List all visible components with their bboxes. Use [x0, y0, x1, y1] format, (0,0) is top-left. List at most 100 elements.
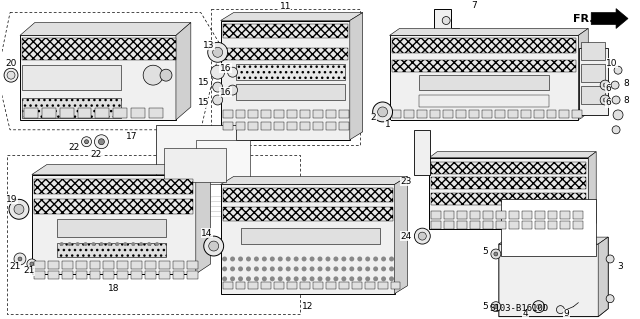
Bar [223, 48, 348, 60]
Bar [187, 271, 198, 279]
Bar [573, 221, 583, 229]
Bar [241, 228, 380, 244]
Circle shape [381, 276, 386, 281]
Bar [223, 110, 232, 118]
Circle shape [603, 83, 607, 87]
Circle shape [270, 256, 275, 262]
Circle shape [494, 305, 498, 309]
Bar [223, 207, 392, 221]
Bar [77, 108, 92, 118]
Circle shape [143, 65, 163, 85]
Circle shape [246, 256, 251, 262]
Circle shape [389, 266, 394, 271]
Circle shape [27, 259, 37, 269]
Bar [223, 282, 232, 289]
Bar [392, 60, 577, 72]
Text: 22: 22 [91, 150, 102, 159]
Circle shape [326, 276, 330, 281]
Text: 18: 18 [108, 284, 119, 293]
Bar [104, 271, 115, 279]
Circle shape [254, 276, 259, 281]
Text: 15: 15 [198, 99, 209, 108]
Text: 13: 13 [203, 41, 214, 50]
Circle shape [115, 242, 119, 246]
Circle shape [357, 276, 362, 281]
Bar [287, 122, 297, 130]
Bar [522, 211, 532, 219]
Circle shape [254, 256, 259, 262]
Circle shape [262, 266, 267, 271]
Circle shape [147, 242, 151, 246]
Circle shape [294, 256, 299, 262]
Bar [457, 211, 467, 219]
Bar [326, 122, 336, 130]
Bar [48, 271, 59, 279]
Circle shape [365, 256, 370, 262]
Circle shape [230, 266, 235, 271]
Circle shape [285, 266, 291, 271]
Bar [573, 211, 583, 219]
Bar [470, 211, 480, 219]
Circle shape [222, 256, 227, 262]
Text: 5: 5 [482, 302, 488, 311]
Polygon shape [32, 174, 196, 274]
Circle shape [270, 276, 275, 281]
Bar [131, 108, 145, 118]
Circle shape [310, 256, 314, 262]
Bar [431, 221, 441, 229]
Circle shape [68, 242, 72, 246]
Bar [547, 211, 557, 219]
Bar [470, 221, 480, 229]
Bar [444, 211, 454, 219]
Circle shape [612, 96, 620, 104]
Bar [95, 108, 109, 118]
Polygon shape [221, 20, 350, 140]
Text: 6: 6 [605, 84, 611, 93]
Bar [483, 211, 493, 219]
Text: 4: 4 [523, 309, 529, 318]
Bar [22, 65, 122, 90]
Bar [431, 177, 586, 189]
Bar [287, 282, 297, 289]
Circle shape [9, 199, 29, 219]
Bar [236, 122, 246, 130]
Bar [508, 110, 518, 118]
Bar [414, 130, 430, 174]
Bar [419, 75, 548, 90]
Bar [57, 219, 166, 237]
Bar [113, 108, 127, 118]
Circle shape [613, 110, 623, 120]
Polygon shape [588, 152, 596, 229]
Bar [248, 282, 259, 289]
Circle shape [389, 256, 394, 262]
Polygon shape [429, 152, 596, 158]
Polygon shape [429, 158, 588, 229]
Circle shape [614, 66, 622, 74]
Circle shape [333, 256, 339, 262]
Bar [275, 282, 284, 289]
Text: 24: 24 [401, 232, 412, 241]
Circle shape [14, 204, 24, 214]
Circle shape [294, 276, 299, 281]
Circle shape [108, 242, 111, 246]
Circle shape [230, 256, 235, 262]
Polygon shape [221, 176, 408, 184]
Bar [300, 110, 310, 118]
Polygon shape [390, 35, 579, 120]
Circle shape [222, 276, 227, 281]
Bar [495, 110, 505, 118]
Circle shape [212, 95, 223, 105]
Circle shape [99, 242, 104, 246]
Circle shape [230, 276, 235, 281]
Text: 1: 1 [385, 120, 390, 129]
Bar [34, 199, 193, 214]
Circle shape [4, 68, 18, 82]
Bar [365, 282, 374, 289]
Polygon shape [221, 184, 394, 294]
Bar [547, 110, 556, 118]
Text: 15: 15 [198, 78, 209, 87]
Polygon shape [221, 12, 363, 20]
Bar [173, 271, 184, 279]
Bar [223, 24, 348, 38]
Circle shape [285, 276, 291, 281]
